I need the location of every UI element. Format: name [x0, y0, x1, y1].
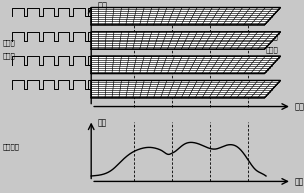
Polygon shape: [91, 80, 280, 98]
Polygon shape: [91, 56, 280, 74]
Polygon shape: [91, 32, 280, 49]
Text: 径编码: 径编码: [266, 47, 279, 53]
Text: 像素: 像素: [295, 177, 304, 186]
Text: 时间: 时间: [97, 1, 107, 10]
Text: 空间: 空间: [295, 102, 304, 111]
Polygon shape: [91, 8, 280, 25]
Text: 曝光时: 曝光时: [3, 40, 16, 46]
Text: 积分过程: 积分过程: [3, 143, 20, 150]
Text: 间编码: 间编码: [3, 52, 16, 59]
Text: 光圈孔: 光圈孔: [266, 34, 279, 40]
Text: 亮度: 亮度: [97, 118, 106, 127]
